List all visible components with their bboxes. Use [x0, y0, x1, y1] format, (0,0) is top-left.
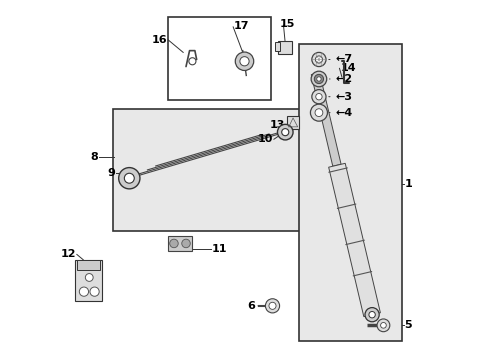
Circle shape [277, 124, 292, 140]
Circle shape [124, 173, 134, 183]
Circle shape [311, 90, 325, 104]
Text: 13: 13 [269, 120, 285, 130]
Bar [299, 44, 402, 341]
Text: 14: 14 [340, 63, 355, 73]
Text: 8: 8 [91, 152, 98, 162]
Circle shape [265, 299, 279, 313]
Circle shape [235, 52, 253, 71]
Circle shape [85, 274, 93, 282]
Bar [77, 260, 100, 270]
Text: 17: 17 [233, 21, 249, 31]
Circle shape [90, 287, 99, 296]
Text: ←4: ←4 [327, 108, 352, 118]
Circle shape [314, 75, 323, 84]
Bar [168, 17, 270, 100]
Text: 15: 15 [279, 19, 295, 29]
Circle shape [240, 57, 248, 66]
Text: 9: 9 [107, 168, 115, 178]
Circle shape [311, 53, 325, 67]
Circle shape [316, 77, 321, 81]
Circle shape [188, 58, 196, 65]
Bar [274, 42, 279, 51]
Text: 5: 5 [403, 320, 411, 330]
Circle shape [79, 287, 88, 296]
Bar [167, 236, 192, 251]
Circle shape [268, 302, 276, 309]
Polygon shape [311, 73, 341, 166]
Text: 11: 11 [211, 244, 227, 254]
Circle shape [281, 129, 288, 136]
Text: 1: 1 [404, 179, 411, 189]
Text: ←2: ←2 [329, 74, 352, 84]
Circle shape [380, 323, 386, 328]
Bar [286, 116, 299, 129]
Text: 16: 16 [152, 35, 167, 45]
Circle shape [310, 71, 326, 87]
Circle shape [368, 311, 374, 318]
Bar [75, 260, 102, 301]
Text: 6: 6 [247, 301, 258, 311]
Text: ←3: ←3 [328, 92, 352, 102]
Text: ←7: ←7 [328, 54, 352, 64]
Bar [278, 41, 291, 54]
Circle shape [314, 109, 322, 117]
Circle shape [315, 56, 322, 63]
Text: 10: 10 [257, 134, 272, 144]
Text: 12: 12 [61, 249, 76, 260]
Circle shape [182, 239, 190, 248]
Circle shape [364, 307, 378, 322]
Bar [113, 109, 309, 231]
Circle shape [310, 104, 327, 121]
Circle shape [376, 319, 389, 332]
Circle shape [315, 94, 322, 100]
Polygon shape [328, 163, 380, 317]
Circle shape [119, 168, 140, 189]
Circle shape [169, 239, 178, 248]
